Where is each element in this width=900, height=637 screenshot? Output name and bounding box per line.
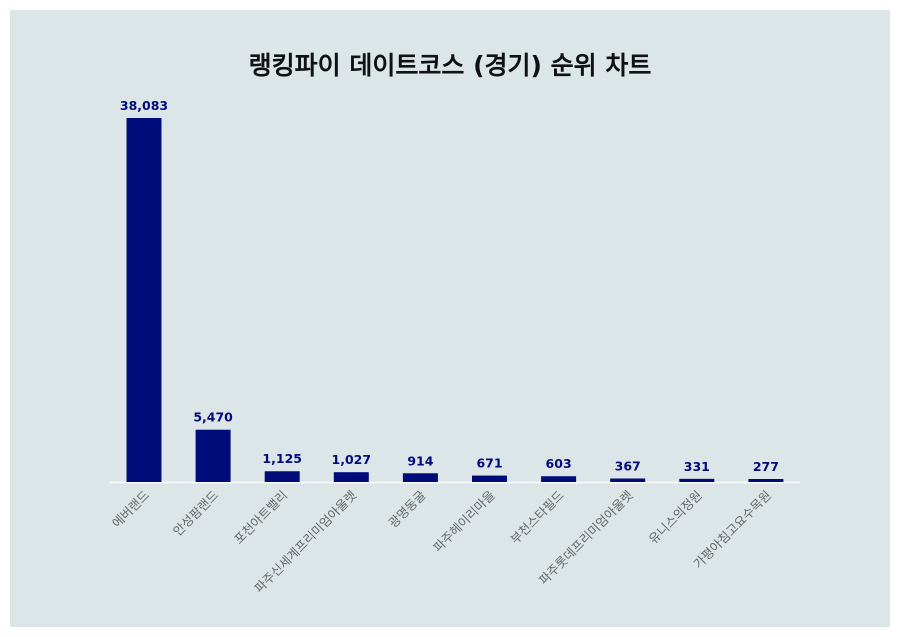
x-tick-label: 안성팜랜드 — [170, 488, 221, 539]
data-label: 38,083 — [120, 98, 168, 113]
x-tick-label: 포천아트밸리 — [231, 488, 290, 547]
data-label: 1,027 — [332, 452, 372, 467]
x-tick-label: 유니스의정원 — [646, 488, 705, 547]
bar — [126, 118, 162, 482]
data-label: 5,470 — [193, 410, 233, 425]
data-label: 603 — [546, 456, 572, 471]
chart-title: 랭킹파이 데이트코스 (경기) 순위 차트 — [248, 51, 652, 80]
bar — [679, 478, 715, 482]
bar — [610, 478, 646, 482]
x-tick-label: 광명동굴 — [385, 488, 428, 531]
x-tick-label: 부천스타필드 — [507, 488, 566, 547]
bar — [333, 472, 369, 482]
bar — [195, 429, 231, 482]
bar — [472, 475, 507, 482]
data-label: 367 — [615, 458, 641, 473]
bar — [541, 476, 577, 482]
data-label: 331 — [684, 459, 710, 474]
data-label: 914 — [407, 453, 433, 468]
data-label: 1,125 — [262, 451, 302, 466]
data-label: 277 — [753, 459, 779, 474]
bar — [748, 479, 784, 482]
x-tick-label: 파주헤이리마을 — [430, 488, 498, 556]
data-label: 671 — [476, 456, 502, 471]
bar — [402, 473, 438, 482]
bar — [264, 471, 300, 482]
x-tick-label: 에버랜드 — [109, 488, 152, 531]
